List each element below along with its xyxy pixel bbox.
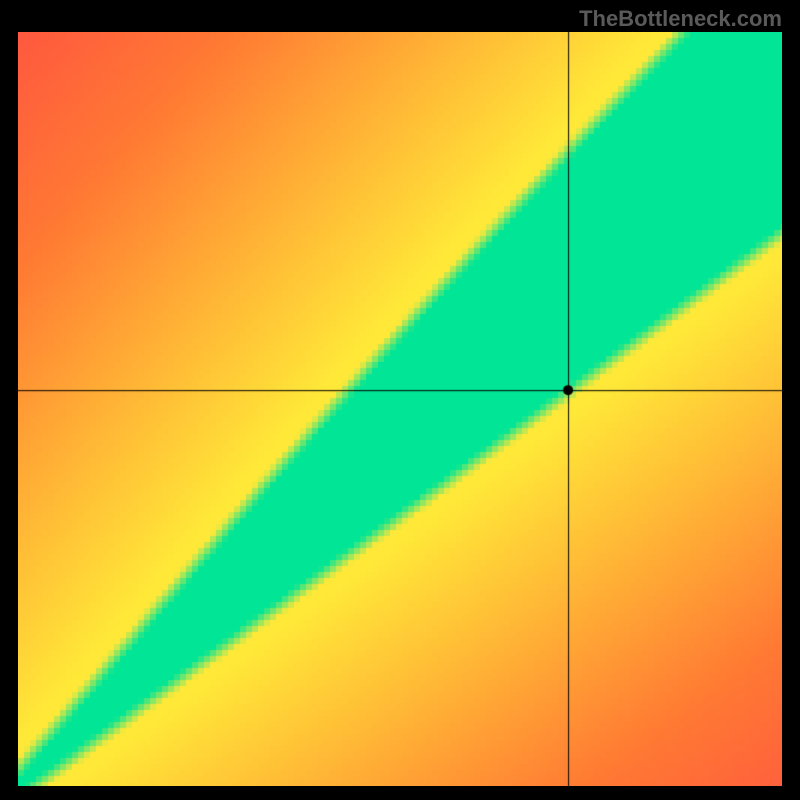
watermark: TheBottleneck.com	[579, 6, 782, 32]
heatmap-chart	[18, 32, 782, 786]
heatmap-canvas	[18, 32, 782, 786]
